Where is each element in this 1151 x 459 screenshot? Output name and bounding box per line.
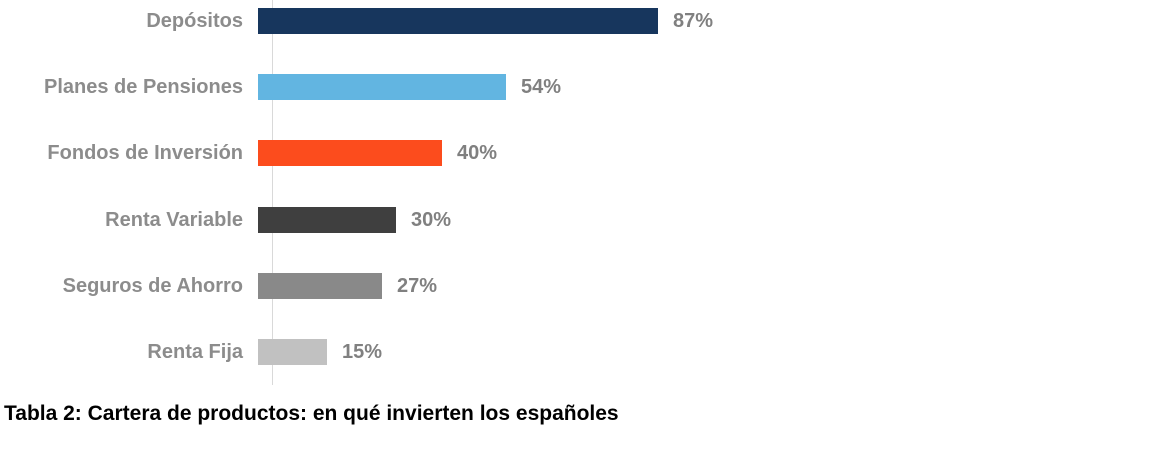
bar <box>258 339 327 365</box>
category-label: Depósitos <box>146 9 243 32</box>
bar <box>258 74 506 100</box>
value-label: 15% <box>342 340 383 363</box>
chart-caption: Tabla 2: Cartera de productos: en qué in… <box>4 402 619 425</box>
value-label: 30% <box>411 208 452 231</box>
category-label: Fondos de Inversión <box>47 141 243 164</box>
chart-row: Seguros de Ahorro 27% <box>0 273 437 299</box>
value-label: 87% <box>673 9 714 32</box>
bar-chart: Depósitos 87% Planes de Pensiones 54% Fo… <box>0 0 713 385</box>
bar <box>258 207 396 233</box>
bar <box>258 140 442 166</box>
value-label: 27% <box>397 274 438 297</box>
category-label: Renta Fija <box>147 340 243 363</box>
chart-row: Planes de Pensiones 54% <box>0 74 561 100</box>
bar <box>258 273 382 299</box>
bar <box>258 8 658 34</box>
chart-row: Fondos de Inversión 40% <box>0 140 497 166</box>
chart-row: Renta Variable 30% <box>0 207 451 233</box>
category-label: Renta Variable <box>105 208 243 231</box>
y-axis-line <box>272 0 273 385</box>
chart-row: Renta Fija 15% <box>0 339 382 365</box>
chart-row: Depósitos 87% <box>0 8 713 34</box>
value-label: 40% <box>457 141 498 164</box>
category-label: Planes de Pensiones <box>44 75 243 98</box>
value-label: 54% <box>521 75 562 98</box>
category-label: Seguros de Ahorro <box>62 274 243 297</box>
